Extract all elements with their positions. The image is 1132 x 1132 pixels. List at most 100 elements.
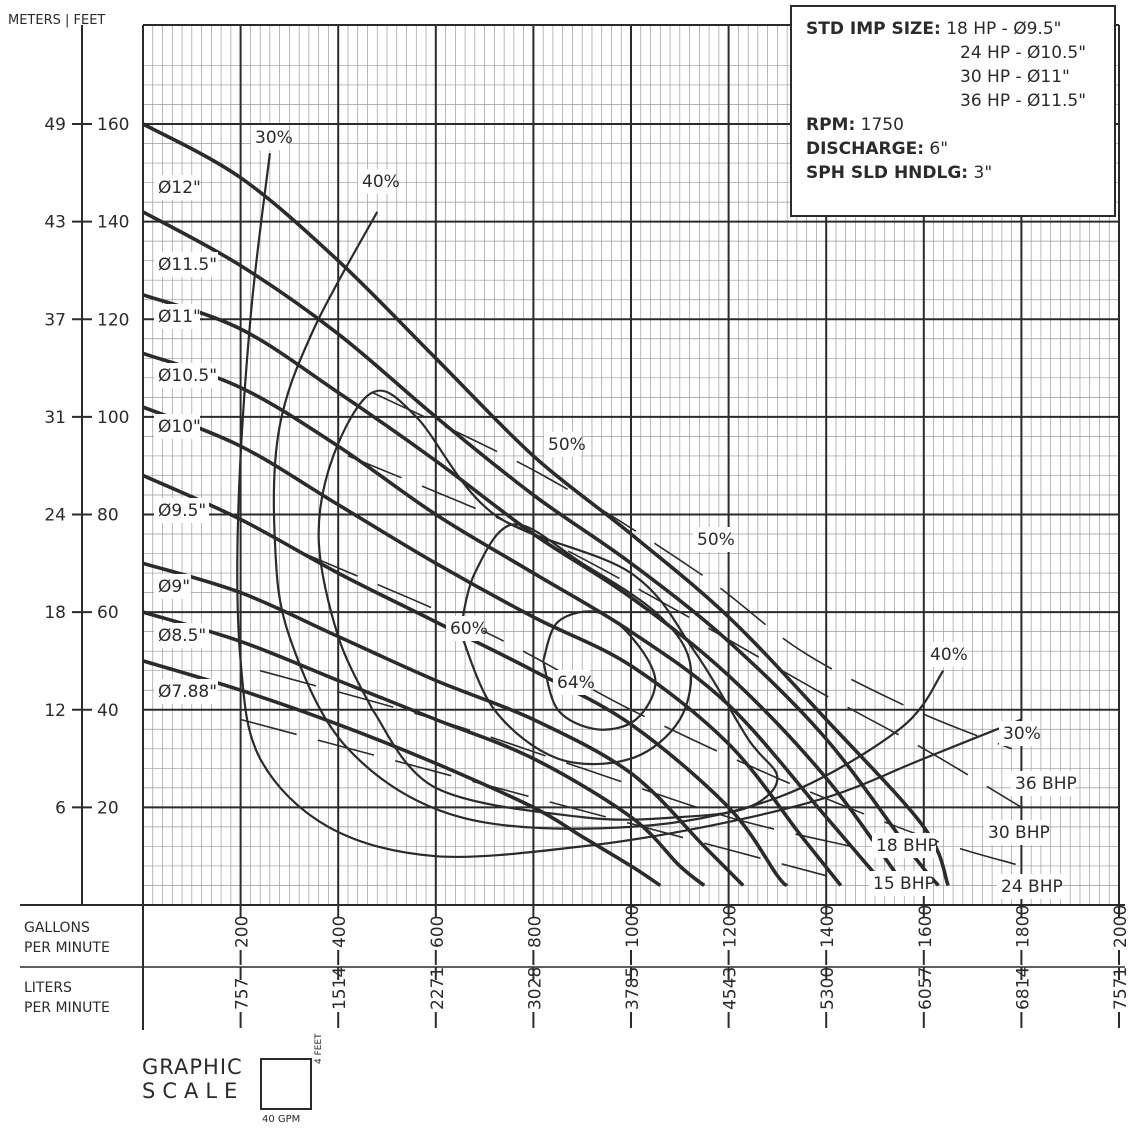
gpm-axis-label-line1: GALLONS bbox=[24, 920, 90, 936]
gpm-tick-label: 1600 bbox=[916, 905, 936, 948]
efficiency-label-bg bbox=[693, 527, 730, 552]
y-axis-header: METERS | FEET bbox=[8, 13, 105, 28]
graphic-scale-line1: GRAPHIC bbox=[142, 1055, 243, 1079]
impeller-label: Ø9.5" bbox=[158, 501, 206, 521]
impeller-label: Ø9" bbox=[158, 577, 190, 597]
solid-handling-label: SPH SLD HNDLG: bbox=[806, 163, 969, 183]
efficiency-curve bbox=[236, 153, 1022, 859]
bhp-label: 30 BHP bbox=[988, 823, 1050, 843]
impeller-curve bbox=[142, 122, 950, 887]
bhp-label: 24 BHP bbox=[1001, 877, 1063, 897]
impeller-curve bbox=[142, 405, 843, 887]
impeller-curve bbox=[142, 210, 940, 887]
bhp-line bbox=[372, 391, 1012, 750]
meters-tick-label: 6 bbox=[55, 798, 66, 818]
lpm-tick-label: 3028 bbox=[525, 967, 545, 1010]
impeller-label: Ø10" bbox=[158, 417, 201, 437]
efficiency-curve bbox=[272, 211, 945, 830]
meters-tick-label: 49 bbox=[44, 115, 66, 135]
efficiency-label: 50% bbox=[697, 530, 735, 550]
efficiency-label: 30% bbox=[1003, 724, 1041, 744]
efficiency-label-bg bbox=[544, 432, 581, 457]
efficiency-label-bg bbox=[446, 616, 483, 641]
rpm-value: 1750 bbox=[860, 115, 904, 135]
lpm-tick-label: 2271 bbox=[428, 967, 448, 1010]
bhp-line bbox=[240, 718, 827, 877]
bhp-label: 15 BHP bbox=[873, 874, 935, 894]
efficiency-label: 40% bbox=[930, 645, 968, 665]
lpm-tick-label: 7571 bbox=[1111, 967, 1131, 1010]
gpm-tick-label: 400 bbox=[330, 916, 350, 948]
efficiency-label: 30% bbox=[255, 128, 293, 148]
impeller-label-bg bbox=[154, 414, 200, 439]
feet-tick-label: 60 bbox=[97, 603, 119, 623]
impeller-label-bg bbox=[154, 252, 218, 277]
impeller-label: Ø11" bbox=[158, 307, 201, 327]
impeller-label: Ø8.5" bbox=[158, 626, 206, 646]
graphic-scale-horizontal: 40 GPM bbox=[262, 1114, 301, 1125]
meters-tick-label: 12 bbox=[44, 701, 66, 721]
solid-handling-value: 3" bbox=[973, 163, 993, 183]
lpm-tick-label: 4543 bbox=[721, 967, 741, 1010]
efficiency-label-bg bbox=[251, 125, 288, 150]
impeller-label-bg bbox=[154, 363, 218, 388]
lpm-tick-label: 6814 bbox=[1013, 967, 1033, 1010]
impeller-label-bg bbox=[154, 498, 209, 523]
impeller-label-bg bbox=[154, 175, 200, 200]
lpm-tick-label: 757 bbox=[233, 978, 253, 1010]
efficiency-label-bg bbox=[358, 169, 395, 194]
gpm-tick-label: 1200 bbox=[721, 905, 741, 948]
bhp-label-bg bbox=[872, 833, 936, 858]
impeller-label: Ø11.5" bbox=[158, 255, 217, 275]
bhp-label-bg bbox=[869, 871, 933, 896]
impeller-label-bg bbox=[154, 574, 191, 599]
rpm-label: RPM: bbox=[806, 115, 856, 135]
efficiency-label: 40% bbox=[362, 172, 400, 192]
gpm-tick-label: 1800 bbox=[1013, 905, 1033, 948]
std-imp-label: STD IMP SIZE: bbox=[806, 19, 941, 39]
feet-tick-label: 120 bbox=[97, 310, 129, 330]
impeller-curve bbox=[142, 561, 745, 887]
discharge-label: DISCHARGE: bbox=[806, 139, 924, 159]
graphic-scale-line2: SCALE bbox=[142, 1079, 245, 1103]
bhp-label: 36 BHP bbox=[1015, 774, 1077, 794]
meters-tick-label: 31 bbox=[44, 408, 66, 428]
gpm-tick-label: 2000 bbox=[1111, 905, 1131, 948]
lpm-tick-label: 5300 bbox=[818, 967, 838, 1010]
std-imp-value-2: 24 HP - Ø10.5" bbox=[960, 43, 1087, 63]
efficiency-label-bg bbox=[926, 642, 963, 667]
lpm-tick-label: 1514 bbox=[330, 967, 350, 1010]
discharge-value: 6" bbox=[929, 139, 949, 159]
bhp-label-bg bbox=[1011, 771, 1075, 796]
gpm-tick-label: 600 bbox=[428, 916, 448, 948]
meters-tick-label: 24 bbox=[44, 506, 66, 526]
lpm-axis-label-line1: LITERS bbox=[24, 980, 72, 996]
bhp-label: 18 BHP bbox=[876, 836, 938, 856]
efficiency-label: 60% bbox=[450, 619, 488, 639]
bhp-label-bg bbox=[984, 820, 1048, 845]
impeller-label: Ø10.5" bbox=[158, 366, 217, 386]
graphic-scale-label: GRAPHIC SCALE bbox=[142, 1055, 244, 1103]
feet-tick-label: 40 bbox=[97, 701, 119, 721]
meters-tick-label: 18 bbox=[44, 603, 66, 623]
feet-tick-label: 20 bbox=[97, 798, 119, 818]
feet-tick-label: 80 bbox=[97, 506, 119, 526]
efficiency-curve bbox=[317, 389, 779, 821]
efficiency-label-bg bbox=[553, 670, 590, 695]
lpm-axis-label-line2: PER MINUTE bbox=[24, 1000, 110, 1016]
impeller-label-bg bbox=[154, 623, 209, 648]
efficiency-label: 50% bbox=[548, 435, 586, 455]
feet-tick-label: 100 bbox=[97, 408, 129, 428]
impeller-label-bg bbox=[154, 304, 200, 329]
impeller-label: Ø7.88" bbox=[158, 682, 217, 702]
meters-tick-label: 37 bbox=[44, 310, 66, 330]
lpm-tick-label: 3785 bbox=[623, 967, 643, 1010]
impeller-curve bbox=[142, 473, 789, 887]
meters-tick-label: 43 bbox=[44, 213, 66, 233]
gpm-axis-label-line2: PER MINUTE bbox=[24, 940, 110, 956]
impeller-curve bbox=[142, 293, 906, 887]
efficiency-curve bbox=[459, 523, 693, 766]
std-imp-value-1: 18 HP - Ø9.5" bbox=[946, 19, 1062, 39]
impeller-label: Ø12" bbox=[158, 178, 201, 198]
gpm-tick-label: 1000 bbox=[623, 905, 643, 948]
